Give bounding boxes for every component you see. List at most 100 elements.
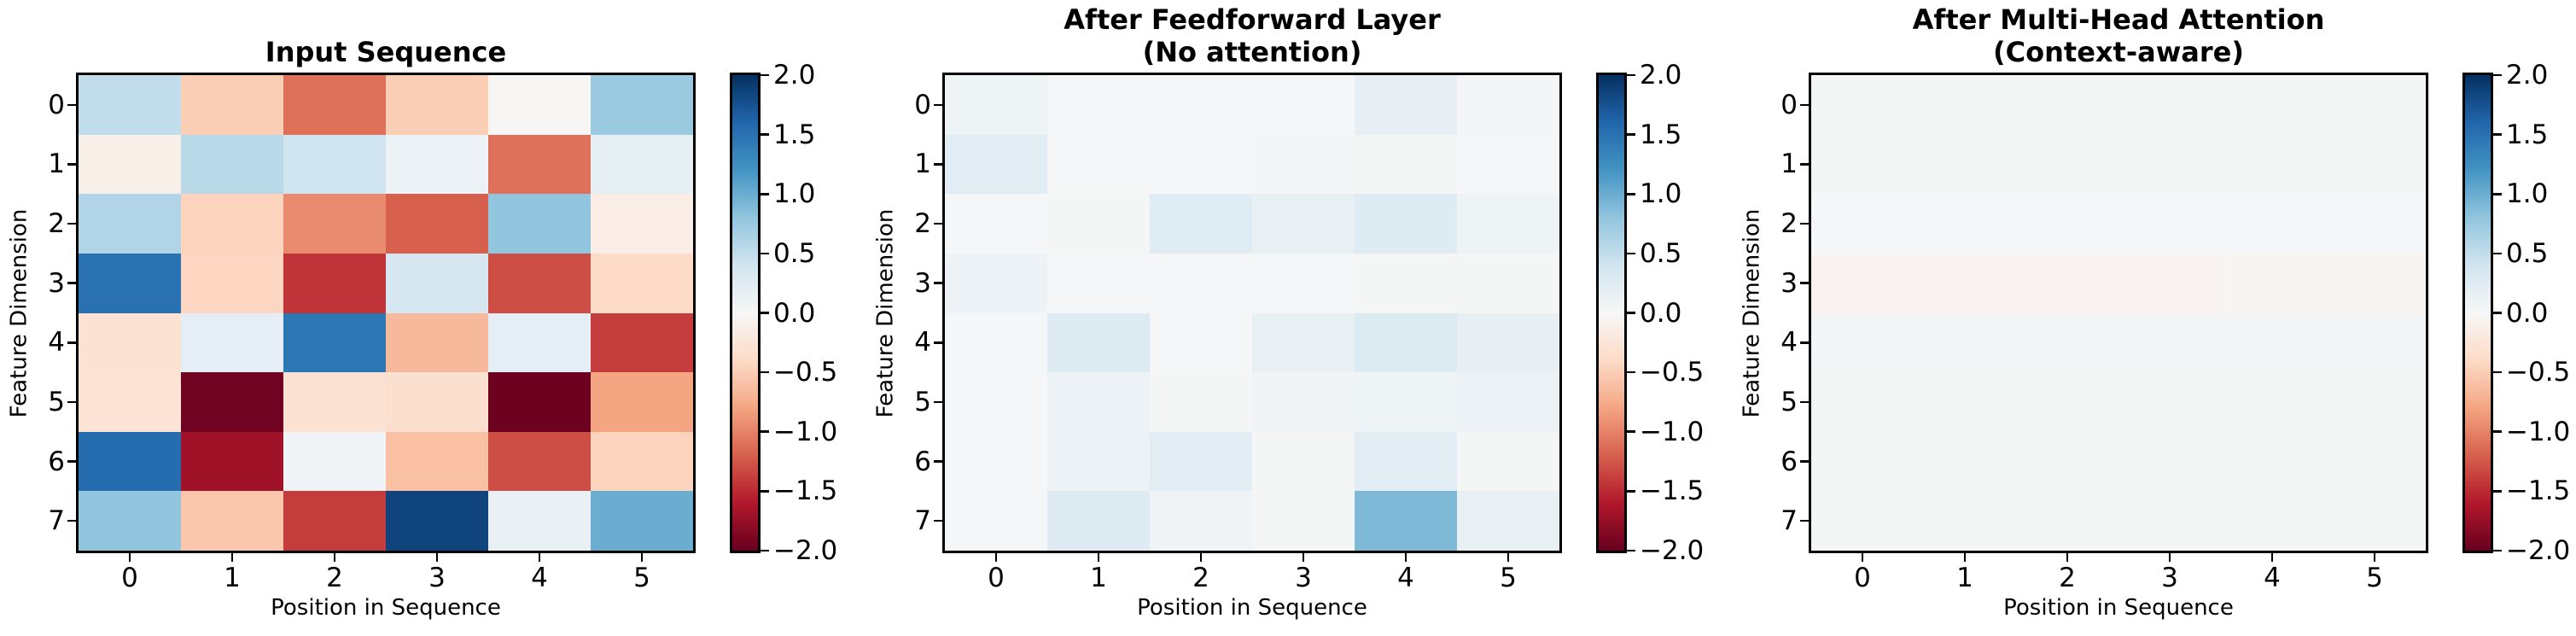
x-axis-label: Position in Sequence bbox=[2003, 595, 2234, 621]
y-tick-mark bbox=[67, 103, 76, 107]
heatmap-cell bbox=[79, 491, 181, 551]
heatmap-cell bbox=[1047, 491, 1150, 551]
colorbar-tick-mark bbox=[2493, 192, 2502, 195]
heatmap-cell bbox=[1914, 253, 2016, 313]
heatmap-cell bbox=[1811, 194, 1914, 254]
x-axis-label: Position in Sequence bbox=[1137, 595, 1367, 621]
colorbar-tick-label: 0.5 bbox=[2506, 237, 2549, 269]
heatmap-cell bbox=[181, 312, 283, 373]
x-tick-mark bbox=[128, 553, 131, 562]
colorbar-tick-mark bbox=[761, 490, 769, 493]
x-tick-mark bbox=[538, 553, 541, 562]
heatmap-cell bbox=[1047, 372, 1150, 432]
x-tick-mark bbox=[1097, 553, 1100, 562]
y-tick-label: 0 bbox=[914, 89, 931, 120]
colorbar-tick-mark bbox=[1627, 252, 1635, 255]
heatmap-cell bbox=[488, 491, 591, 551]
heatmap-cell bbox=[2221, 75, 2323, 135]
x-tick-label: 0 bbox=[988, 563, 1005, 593]
heatmap-cell bbox=[2016, 491, 2118, 551]
x-tick-label: 0 bbox=[121, 563, 138, 593]
heatmap-cell bbox=[386, 134, 488, 195]
heatmap-cell bbox=[1914, 431, 2016, 492]
heatmap-cell bbox=[1355, 253, 1457, 313]
y-tick-label: 4 bbox=[914, 327, 931, 359]
colorbar-tick-mark bbox=[761, 133, 769, 136]
heatmap-cell bbox=[2221, 312, 2323, 373]
heatmap-cell bbox=[1252, 134, 1355, 195]
colorbar-tick-mark bbox=[1627, 490, 1635, 493]
heatmap-cell bbox=[386, 253, 488, 313]
y-tick-mark bbox=[934, 519, 942, 522]
colorbar-tick-label: 1.5 bbox=[773, 119, 816, 150]
heatmap-cell bbox=[1252, 253, 1355, 313]
colorbar-tick-mark bbox=[1627, 133, 1635, 136]
colorbar-tick-label: 0.5 bbox=[1640, 237, 1682, 269]
y-tick-label: 7 bbox=[1780, 505, 1798, 537]
heatmap-cell bbox=[1457, 194, 1559, 254]
y-tick-mark bbox=[67, 460, 76, 463]
heatmap-cell bbox=[2221, 194, 2323, 254]
heatmap-cell bbox=[2118, 134, 2221, 195]
heatmap-cell bbox=[2323, 253, 2426, 313]
y-tick-mark bbox=[1800, 400, 1809, 404]
y-axis-label: Feature Dimension bbox=[870, 75, 900, 551]
colorbar-tick-mark bbox=[2493, 133, 2502, 136]
colorbar bbox=[1596, 73, 1627, 553]
heatmap-cell bbox=[283, 312, 386, 373]
heatmap-cell bbox=[181, 491, 283, 551]
heatmap-cell bbox=[2323, 431, 2426, 492]
heatmap-cell bbox=[1252, 75, 1355, 135]
heatmap-cell bbox=[1457, 372, 1559, 432]
colorbar-tick-label: −1.5 bbox=[1640, 476, 1705, 507]
colorbar-tick-mark bbox=[2493, 490, 2502, 493]
y-tick-mark bbox=[1800, 103, 1809, 107]
heatmap-cell bbox=[1811, 372, 1914, 432]
heatmap-cell bbox=[1457, 134, 1559, 195]
x-tick-mark bbox=[1302, 553, 1305, 562]
heatmap-cell bbox=[181, 372, 283, 432]
heatmap-cell bbox=[945, 372, 1047, 432]
heatmap-cell bbox=[1914, 194, 2016, 254]
colorbar-tick-mark bbox=[1627, 73, 1635, 77]
heatmap-cell bbox=[1355, 491, 1457, 551]
heatmap-cell bbox=[283, 194, 386, 254]
colorbar-tick-label: 2.0 bbox=[773, 60, 816, 90]
y-tick-mark bbox=[1800, 460, 1809, 463]
y-tick-label: 3 bbox=[914, 267, 931, 299]
heatmap-cell bbox=[1047, 253, 1150, 313]
heatmap-cell bbox=[2016, 431, 2118, 492]
y-tick-label: 6 bbox=[914, 446, 931, 477]
colorbar-tick-mark bbox=[1627, 549, 1635, 552]
heatmap-cell bbox=[1150, 431, 1252, 492]
y-axis-label-text: Feature Dimension bbox=[872, 208, 898, 417]
colorbar-tick-label: −1.5 bbox=[773, 476, 838, 507]
heatmap-cell bbox=[2118, 75, 2221, 135]
heatmap-cell bbox=[591, 75, 693, 135]
heatmap-cell bbox=[1252, 491, 1355, 551]
colorbar-tick-mark bbox=[761, 371, 769, 374]
colorbar-tick-label: −2.0 bbox=[1640, 535, 1705, 566]
x-tick-label: 3 bbox=[428, 563, 446, 593]
y-tick-label: 0 bbox=[1780, 89, 1798, 120]
x-tick-label: 1 bbox=[1956, 563, 1973, 593]
heatmap-cell bbox=[386, 431, 488, 492]
y-tick-label: 6 bbox=[1780, 446, 1798, 477]
colorbar-tick-label: −0.5 bbox=[773, 357, 838, 388]
panel-title-line: (Context-aware) bbox=[1993, 36, 2244, 68]
y-tick-label: 3 bbox=[48, 267, 65, 299]
colorbar-tick-mark bbox=[761, 549, 769, 552]
y-tick-label: 5 bbox=[914, 386, 931, 417]
colorbar-tick-mark bbox=[2493, 430, 2502, 434]
x-tick-mark bbox=[435, 553, 439, 562]
y-tick-mark bbox=[67, 519, 76, 522]
y-tick-label: 2 bbox=[1780, 208, 1798, 240]
x-tick-mark bbox=[1404, 553, 1407, 562]
heatmap-cell bbox=[1914, 372, 2016, 432]
colorbar-tick-label: 0.0 bbox=[2506, 297, 2549, 329]
y-tick-label: 5 bbox=[1780, 386, 1798, 417]
y-tick-label: 4 bbox=[1780, 327, 1798, 359]
heatmap-cell bbox=[1150, 253, 1252, 313]
x-tick-label: 1 bbox=[224, 563, 241, 593]
x-tick-label: 3 bbox=[1295, 563, 1312, 593]
